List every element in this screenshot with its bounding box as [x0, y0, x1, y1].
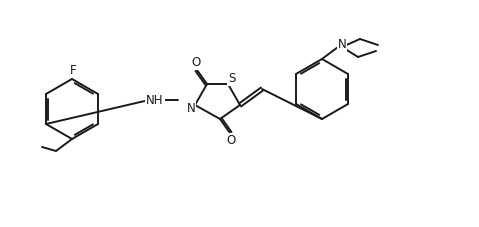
Text: N: N: [338, 39, 346, 52]
Text: F: F: [69, 64, 76, 76]
Text: S: S: [228, 72, 236, 86]
Text: NH: NH: [146, 94, 164, 106]
Text: O: O: [192, 57, 201, 69]
Text: N: N: [187, 101, 195, 114]
Text: O: O: [227, 133, 236, 146]
